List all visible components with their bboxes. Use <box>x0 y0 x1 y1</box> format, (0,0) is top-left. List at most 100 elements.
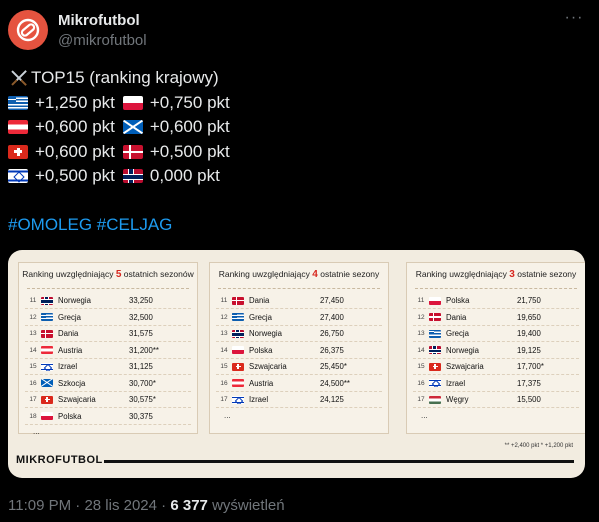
country-name: Dania <box>446 312 467 322</box>
ranking-row: 12 Dania 19,650 <box>413 310 579 326</box>
country-name: Norwegia <box>58 296 91 305</box>
country-name: Szwajcaria <box>446 362 484 371</box>
tweet-date[interactable]: 28 lis 2024 <box>84 497 157 514</box>
austria-flag-icon <box>8 120 28 135</box>
brand-logo: MIKROFUTBOL <box>16 454 103 466</box>
rank-position: 11 <box>220 297 228 304</box>
hungary-flag-icon <box>429 395 441 404</box>
israel-flag-icon <box>41 362 53 371</box>
country-name: Polska <box>446 296 470 305</box>
norway-flag-icon <box>41 296 53 305</box>
hashtag-links[interactable]: #OMOLEG #CELJAG <box>8 214 173 234</box>
ranking-panel: Ranking uwzględniający 3 ostatnie sezony… <box>406 262 585 434</box>
country-name: Dania <box>58 329 79 338</box>
ranking-row: 18 Polska 30,375 <box>25 409 191 425</box>
country-name: Izrael <box>58 362 78 371</box>
country-name: Węgry <box>446 395 469 404</box>
ranking-row: 12 Grecja 32,500 <box>25 310 191 326</box>
tweet-header: Mikrofutbol @mikrofutbol ··· <box>8 8 591 52</box>
poland-flag-icon <box>122 95 143 110</box>
country-points: 19,400 <box>517 329 541 338</box>
ranking-row: 14 Norwegia 19,125 <box>413 343 579 359</box>
switzerland-flag-icon <box>232 362 244 371</box>
footnote: ** +2,400 pkt * +1,200 pkt <box>504 443 573 449</box>
country-name: Szwajcaria <box>249 362 287 371</box>
more-rows-ellipsis: ... <box>33 427 40 436</box>
rank-position: 15 <box>220 363 228 370</box>
scotland-flag-icon <box>122 120 143 135</box>
rank-position: 16 <box>220 379 228 387</box>
country-name: Grecja <box>446 329 469 338</box>
rank-position: 17 <box>220 396 228 403</box>
panel-title: Ranking uwzględniający 5 ostatnich sezon… <box>19 269 197 280</box>
country-points: 27,450 <box>320 296 344 305</box>
ranking-panel: Ranking uwzględniający 4 ostatnie sezony… <box>209 262 389 434</box>
ranking-row: 11 Dania 27,450 <box>216 293 382 309</box>
crossed-swords-icon <box>8 68 30 88</box>
tweet-line: +0,500 pkt 0,000 pkt <box>8 164 568 189</box>
country-name: Dania <box>249 296 270 305</box>
ranking-row: 15 Szwajcaria 17,700* <box>413 359 579 375</box>
rank-position: 14 <box>417 346 425 354</box>
country-points: 17,375 <box>517 378 541 388</box>
ranking-row: 11 Norwegia 33,250 <box>25 293 191 309</box>
ranking-panel: Ranking uwzględniający 5 ostatnich sezon… <box>18 262 198 436</box>
ranking-row: 17 Izrael 24,125 <box>216 392 382 408</box>
country-name: Polska <box>58 411 82 421</box>
country-name: Austria <box>58 345 83 355</box>
tweet-time[interactable]: 11:09 PM <box>8 497 72 514</box>
switzerland-flag-icon <box>41 395 53 404</box>
country-points: 17,700* <box>517 362 544 371</box>
country-points: 30,575* <box>129 395 156 404</box>
brand-bar <box>104 460 574 463</box>
austria-flag-icon <box>232 379 244 387</box>
rank-position: 16 <box>29 379 37 387</box>
ranking-row: 13 Norwegia 26,750 <box>216 326 382 342</box>
tweet-value: +0,500 pkt <box>35 166 115 185</box>
rank-position: 12 <box>417 313 425 321</box>
panel-title-text: Ranking uwzględniający <box>22 269 114 279</box>
country-points: 31,575 <box>129 329 153 338</box>
rank-position: 16 <box>417 379 425 387</box>
rank-position: 11 <box>29 297 37 304</box>
israel-flag-icon <box>8 169 28 184</box>
country-points: 15,500 <box>517 395 541 404</box>
ranking-row: 17 Szwajcaria 30,575* <box>25 392 191 408</box>
avatar[interactable] <box>8 10 48 50</box>
ranking-row: 14 Polska 26,375 <box>216 343 382 359</box>
switzerland-flag-icon <box>8 144 28 159</box>
country-points: 19,650 <box>517 312 541 322</box>
country-name: Grecja <box>58 312 81 322</box>
tweet-line: +0,600 pkt +0,500 pkt <box>8 140 568 165</box>
country-points: 21,750 <box>517 296 541 305</box>
ranking-row: 15 Izrael 31,125 <box>25 359 191 375</box>
tweet-value: +0,750 pkt <box>149 92 230 112</box>
tweet-line: +0,600 pkt +0,600 pkt <box>8 115 568 140</box>
ellipsis-icon[interactable]: ··· <box>564 9 584 26</box>
greece-flag-icon <box>41 313 53 321</box>
rank-position: 13 <box>220 330 228 337</box>
tweet-value: +1,250 pkt <box>35 92 115 112</box>
ranking-row: 16 Austria 24,500** <box>216 376 382 392</box>
tweet-headline-line: TOP15 (ranking krajowy) <box>8 66 568 91</box>
norway-flag-icon <box>122 169 143 184</box>
tweet-line: +1,250 pkt +0,750 pkt <box>8 91 568 116</box>
denmark-flag-icon <box>429 313 441 321</box>
ranking-row: 13 Grecja 19,400 <box>413 326 579 342</box>
ranking-infographic[interactable]: Ranking uwzględniający 5 ostatnich sezon… <box>8 250 585 478</box>
country-points: 33,250 <box>129 296 153 305</box>
denmark-flag-icon <box>232 296 244 305</box>
country-points: 31,125 <box>129 362 153 371</box>
country-name: Izrael <box>446 378 466 388</box>
tweet-headline: TOP15 (ranking krajowy) <box>31 68 219 87</box>
author-handle[interactable]: @mikrofutbol <box>58 32 147 49</box>
panel-title-text: ostatnich sezonów <box>123 269 194 279</box>
country-points: 25,450* <box>320 362 347 371</box>
rank-position: 17 <box>417 396 425 403</box>
tweet-value: 0,000 pkt <box>149 166 220 185</box>
rank-position: 12 <box>220 313 228 321</box>
ranking-row: 17 Węgry 15,500 <box>413 392 579 408</box>
mikrofutbol-logo-icon <box>16 18 40 42</box>
author-name[interactable]: Mikrofutbol <box>58 12 140 29</box>
tweet-text: TOP15 (ranking krajowy) +1,250 pkt +0,75… <box>8 66 568 237</box>
